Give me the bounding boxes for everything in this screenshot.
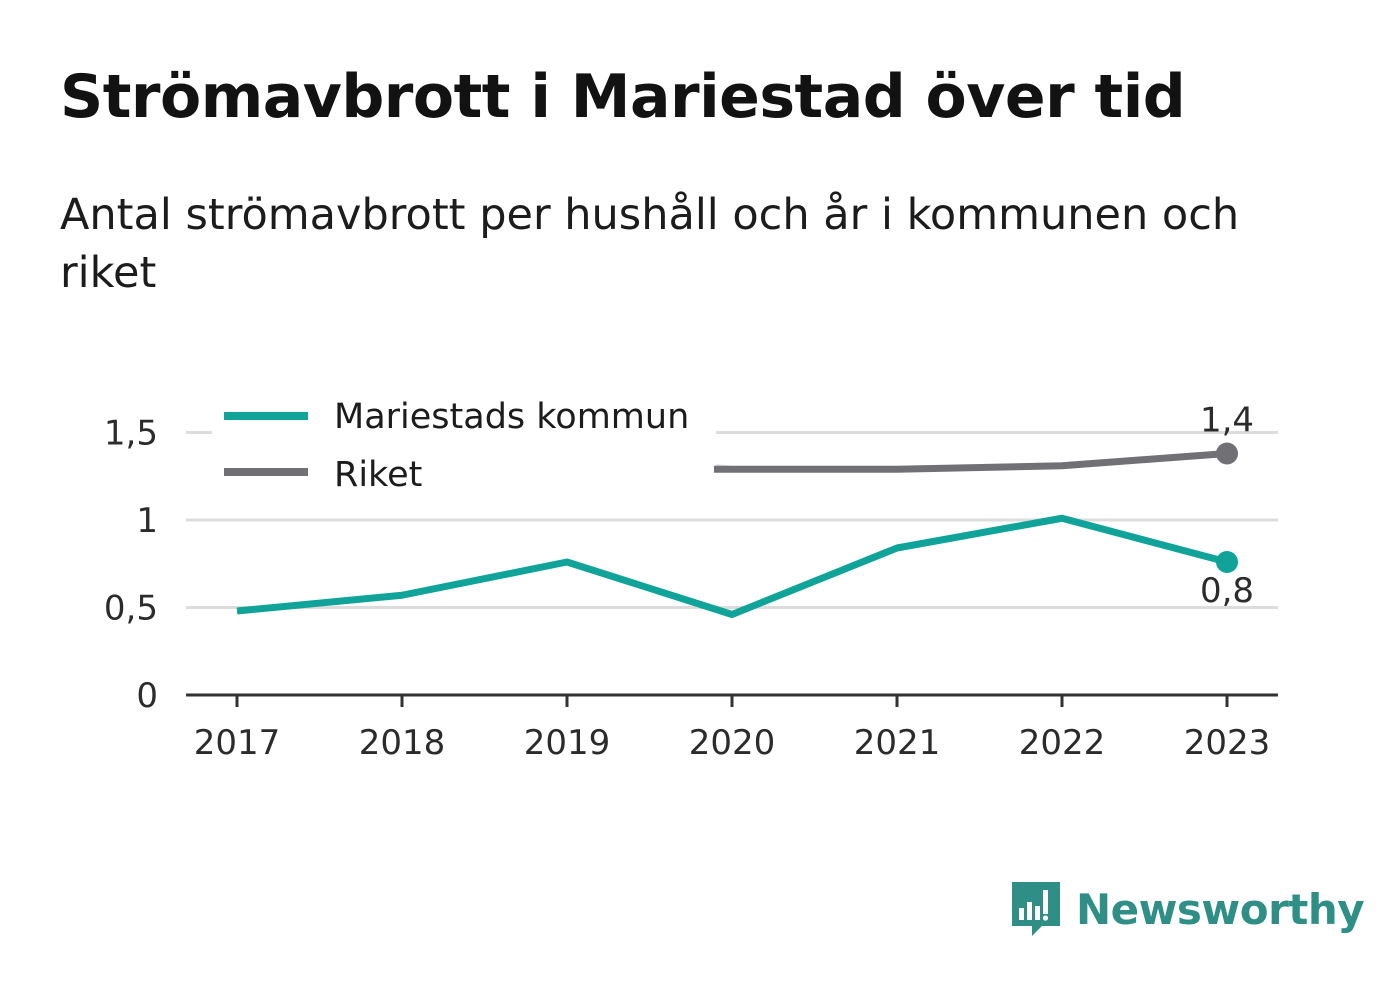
y-axis-ticks: 0 0,5 1 1,5 <box>104 414 158 717</box>
x-tick-label: 2019 <box>524 723 611 763</box>
series-line-mariestad <box>236 514 1228 618</box>
x-tick-label: 2018 <box>359 723 446 763</box>
newsworthy-bars-icon <box>1012 882 1060 936</box>
chart-subtitle: Antal strömavbrott per hushåll och år i … <box>60 190 1240 298</box>
newsworthy-logo: Newsworthy <box>1010 878 1365 940</box>
chart-title: Strömavbrott i Mariestad över tid <box>60 62 1186 132</box>
x-tick-label: 2017 <box>194 723 281 763</box>
series-endpoints: 1,4 0,8 <box>1200 401 1254 612</box>
series-line-riket <box>714 450 1228 473</box>
end-label-riket: 1,4 <box>1200 401 1254 441</box>
end-label-mariestad: 0,8 <box>1200 571 1254 611</box>
x-tick-label: 2023 <box>1184 723 1271 763</box>
brand-name: Newsworthy <box>1076 884 1365 934</box>
legend-backdrop <box>212 393 716 495</box>
y-tick-label: 0,5 <box>104 589 158 629</box>
x-tick-label: 2020 <box>689 723 776 763</box>
y-tick-label: 1,5 <box>104 414 158 454</box>
y-tick-label: 0 <box>136 676 158 716</box>
series-lines <box>236 450 1228 618</box>
endpoint-mariestad <box>1216 551 1238 573</box>
legend: Mariestads kommun Riket <box>212 393 716 495</box>
x-tick-label: 2022 <box>1019 723 1106 763</box>
legend-label-mariestad: Mariestads kommun <box>334 397 689 437</box>
x-axis: 2017 2018 2019 2020 2021 2022 2023 <box>186 693 1278 763</box>
legend-label-riket: Riket <box>334 455 422 495</box>
y-tick-label: 1 <box>136 501 158 541</box>
endpoint-riket <box>1216 442 1238 465</box>
x-tick-label: 2021 <box>854 723 941 763</box>
